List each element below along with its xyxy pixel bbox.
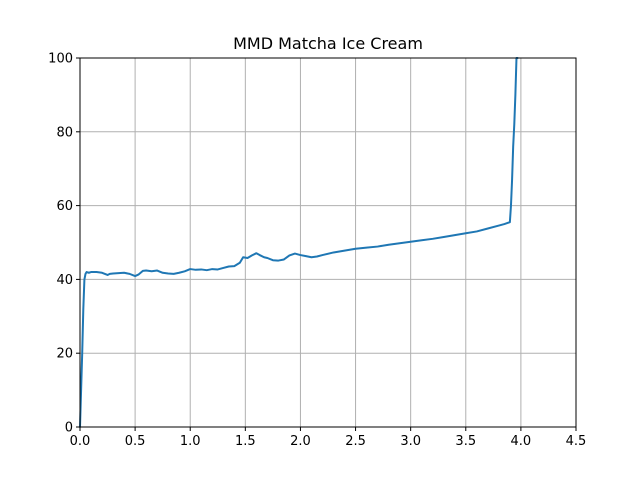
- x-tick-label: 3.0: [400, 434, 421, 449]
- grid: [79, 57, 577, 428]
- x-tick-label: 4.5: [566, 434, 587, 449]
- x-tick-label: 3.5: [455, 434, 476, 449]
- y-tick-label: 100: [48, 52, 73, 67]
- y-tick-label: 60: [56, 199, 73, 214]
- series-layer: [79, 57, 519, 428]
- x-axis: 0.0 0.5 1.0 1.5 2.0 2.5 3.0 3.5 4.0 4.5: [70, 427, 587, 449]
- series-line-0: [79, 57, 519, 428]
- x-tick-label: 0.5: [125, 434, 146, 449]
- y-axis: 0 20 40 60 80 100: [48, 52, 80, 436]
- chart-title: MMD Matcha Ice Cream: [233, 34, 423, 53]
- x-tick-label: 4.0: [511, 434, 532, 449]
- x-tick-label: 2.0: [290, 434, 311, 449]
- x-tick-label: 2.5: [345, 434, 366, 449]
- x-tick-label: 1.5: [235, 434, 256, 449]
- y-tick-label: 40: [56, 273, 73, 288]
- y-tick-label: 80: [56, 125, 73, 140]
- x-tick-label: 0.0: [70, 434, 91, 449]
- x-tick-label: 1.0: [180, 434, 201, 449]
- axes-frame: [79, 57, 577, 428]
- y-tick-label: 20: [56, 347, 73, 362]
- y-tick-label: 0: [65, 421, 73, 436]
